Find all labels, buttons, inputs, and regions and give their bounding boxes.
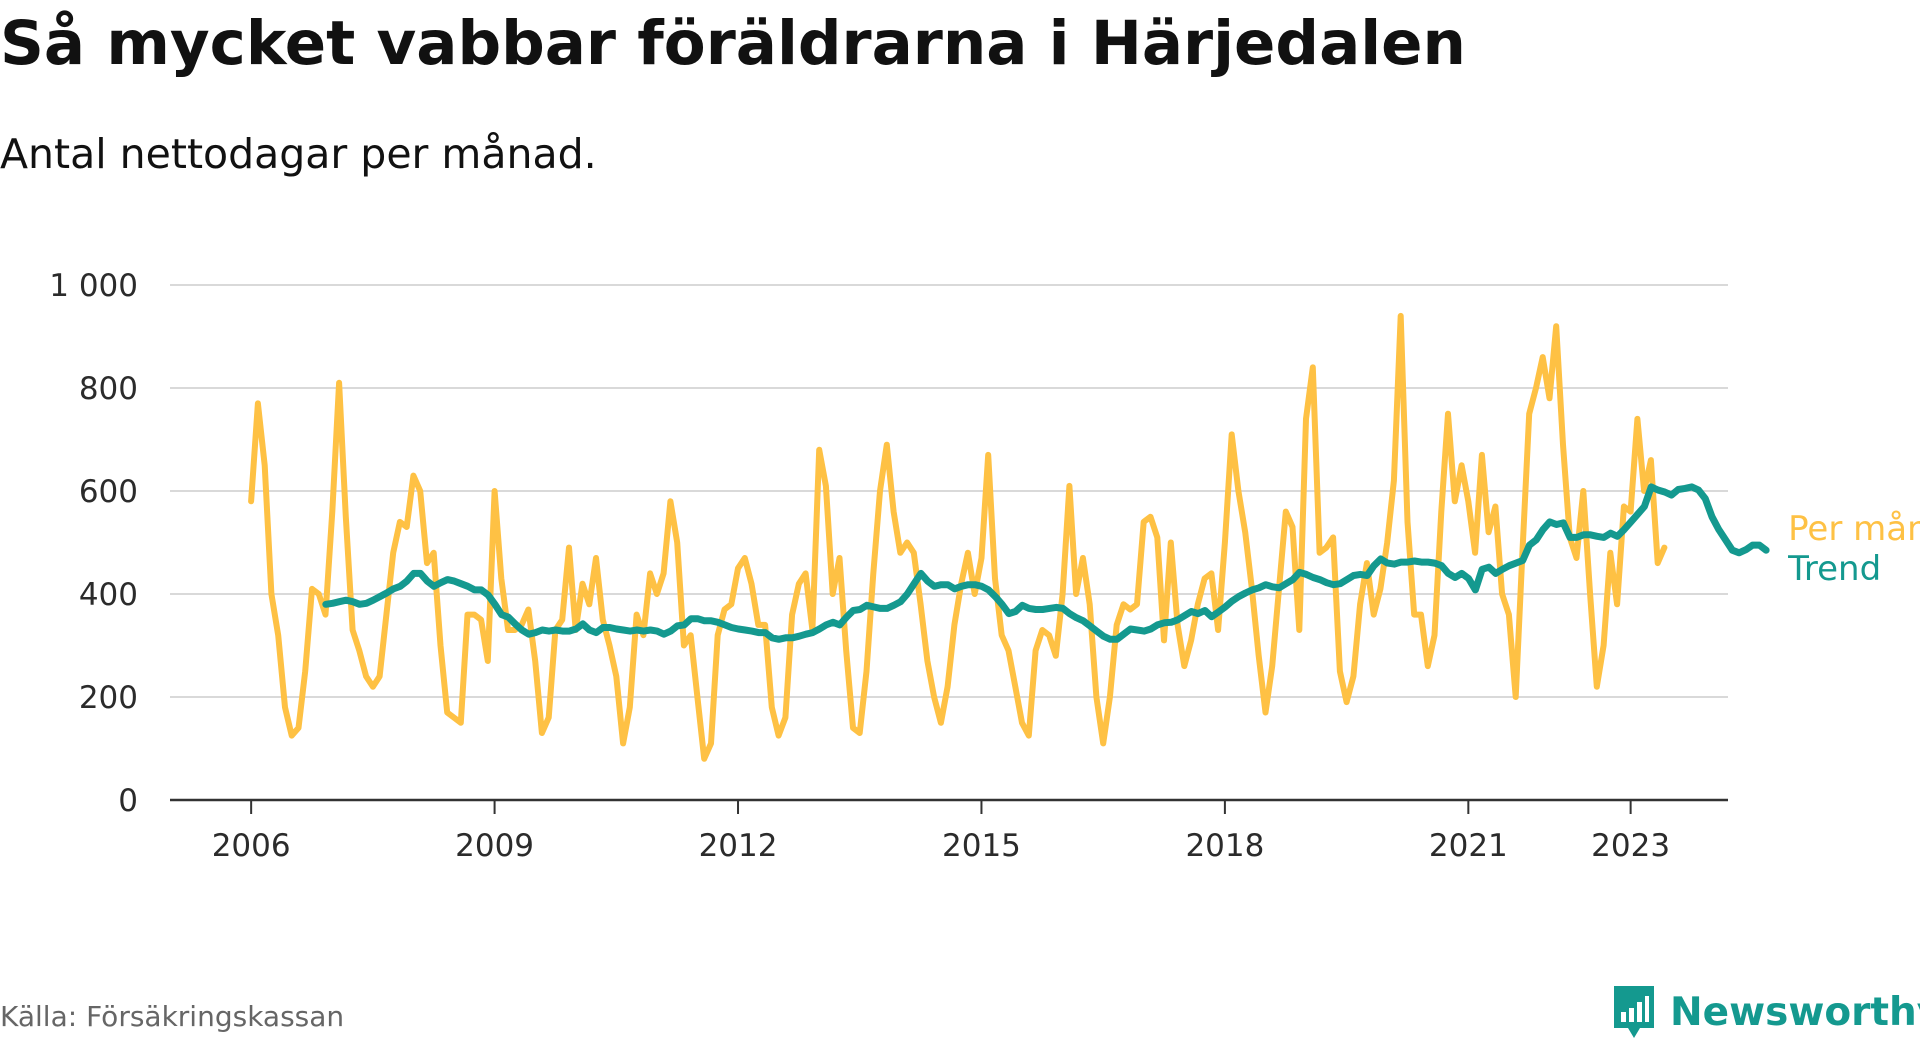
x-tick-label: 2012 [699,828,778,864]
x-tick-label: 2009 [455,828,534,864]
chart-subtitle: Antal nettodagar per månad. [0,130,597,178]
x-tick-label: 2023 [1591,828,1670,864]
monthly-series-line [248,312,1668,762]
legend-label-trend: Trend [1787,549,1881,589]
y-tick-label: 0 [118,783,138,819]
grid-lines [170,284,1728,698]
source-note: Källa: Försäkringskassan [0,1000,345,1033]
legend: Per månadTrend [1787,509,1920,589]
brand-logo[interactable]: Newsworthy [1610,982,1920,1042]
y-tick-label: 600 [79,474,138,510]
x-tick-label: 2018 [1185,828,1264,864]
y-tick-label: 800 [79,371,138,407]
y-tick-label: 1 000 [49,268,138,304]
y-tick-label: 400 [79,577,138,613]
trend-series-line [322,483,1770,643]
axes: 0 200 400 600 800 1 000 2006 2009 2012 2015 2018 20… [49,268,1728,864]
legend-label-per-manad: Per månad [1788,509,1920,549]
newsworthy-logo-icon [1614,986,1654,1038]
chart-title: Så mycket vabbar föräldrarna i Härjedale… [0,8,1466,79]
x-tick-label: 2021 [1429,828,1508,864]
brand-name: Newsworthy [1670,989,1920,1035]
series-lines [248,312,1770,762]
x-tick-label: 2006 [212,828,291,864]
y-tick-label: 200 [79,680,138,716]
x-tick-label: 2015 [942,828,1021,864]
